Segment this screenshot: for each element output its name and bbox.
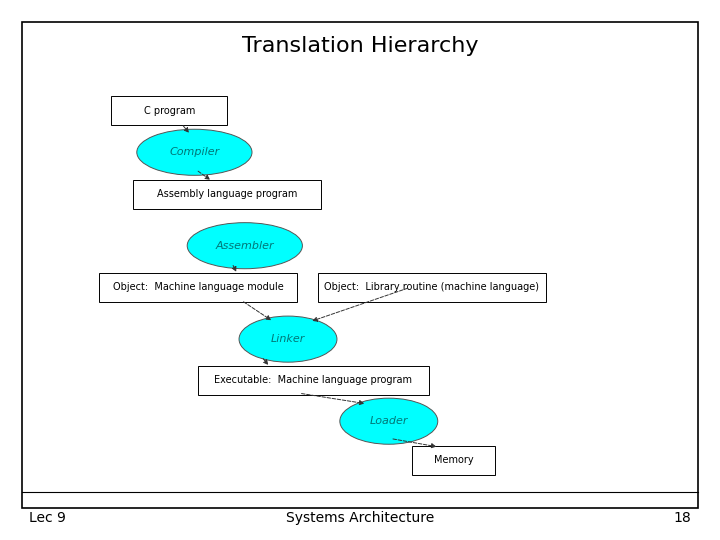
Text: Systems Architecture: Systems Architecture (286, 511, 434, 525)
Text: Assembler: Assembler (215, 241, 274, 251)
Text: Translation Hierarchy: Translation Hierarchy (242, 36, 478, 56)
Text: Lec 9: Lec 9 (29, 511, 66, 525)
Ellipse shape (239, 316, 337, 362)
Text: Executable:  Machine language program: Executable: Machine language program (215, 375, 412, 385)
FancyBboxPatch shape (412, 446, 495, 475)
Text: Object:  Library routine (machine language): Object: Library routine (machine languag… (325, 282, 539, 292)
Text: Object:  Machine language module: Object: Machine language module (112, 282, 284, 292)
Text: C program: C program (143, 106, 195, 116)
FancyBboxPatch shape (22, 22, 698, 508)
Text: Memory: Memory (433, 455, 474, 465)
FancyBboxPatch shape (318, 273, 546, 302)
Ellipse shape (137, 129, 252, 176)
FancyBboxPatch shape (133, 180, 321, 209)
FancyBboxPatch shape (197, 366, 428, 395)
Text: 18: 18 (673, 511, 691, 525)
Text: Assembly language program: Assembly language program (157, 190, 297, 199)
FancyBboxPatch shape (99, 273, 297, 302)
FancyBboxPatch shape (111, 96, 228, 125)
Text: Compiler: Compiler (169, 147, 220, 157)
Text: Linker: Linker (271, 334, 305, 344)
Ellipse shape (340, 398, 438, 444)
Ellipse shape (187, 222, 302, 269)
Text: Loader: Loader (369, 416, 408, 426)
